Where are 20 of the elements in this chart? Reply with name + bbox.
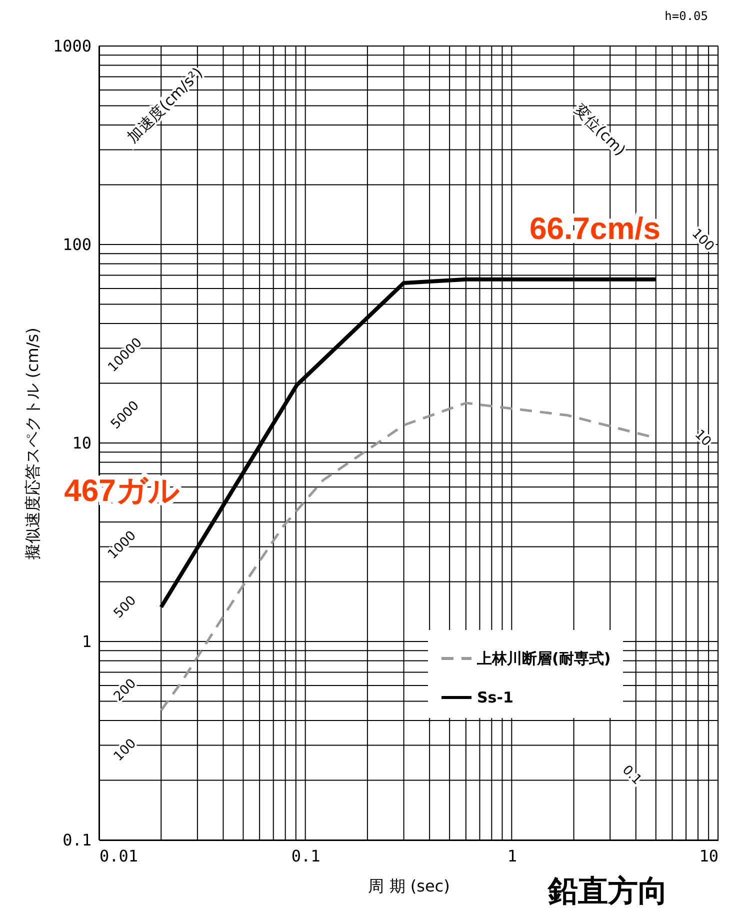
- annotation: 500: [111, 593, 140, 622]
- annotation: 100: [111, 736, 140, 764]
- y-tick-label: 10: [72, 434, 92, 452]
- y-tick-label: 1: [82, 632, 92, 651]
- x-tick-label: 10: [699, 846, 718, 866]
- annotation: 100: [688, 226, 717, 254]
- y-tick-label: 0.1: [62, 830, 92, 850]
- annotation: 0.1: [619, 762, 644, 788]
- legend-label: 上林川断層(耐専式): [476, 650, 611, 668]
- y-tick-label: 1000: [52, 36, 92, 56]
- x-tick-label: 0.1: [291, 846, 320, 866]
- x-tick-label: 0.01: [100, 846, 138, 866]
- x-axis-title: 周 期 (sec): [368, 876, 450, 896]
- text: 鉛直方向: [547, 874, 668, 909]
- text: h=0.05: [664, 9, 708, 23]
- annotation: 200: [111, 676, 140, 704]
- y-tick-label: 100: [62, 235, 92, 254]
- y-axis-title: 擬似速度応答スペクトル (cm/s): [22, 328, 42, 560]
- x-tick-label: 1: [507, 846, 517, 866]
- legend-label: Ss-1: [477, 688, 514, 706]
